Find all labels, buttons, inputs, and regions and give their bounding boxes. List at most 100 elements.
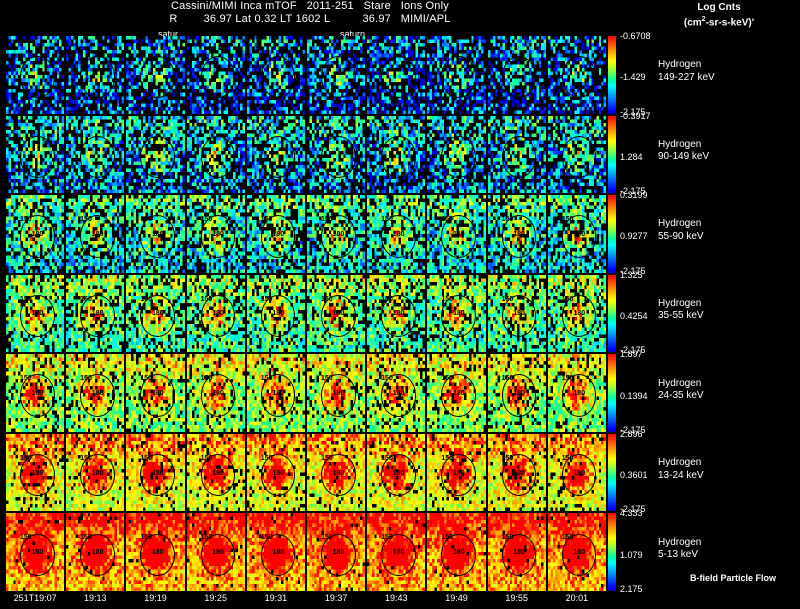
- sky-image-panel[interactable]: 150 180: [186, 433, 245, 512]
- sky-image-panel[interactable]: 150 180: [367, 354, 426, 432]
- sky-image-panel[interactable]: 150 180: [307, 274, 366, 353]
- contour-label-outer: 150: [441, 534, 454, 542]
- sky-image-panel[interactable]: 150 180: [427, 513, 486, 591]
- contour-label-inner: 180: [272, 230, 285, 238]
- contour-label-outer: 150: [381, 534, 393, 542]
- sky-image-panel[interactable]: 150 180: [246, 354, 305, 432]
- contour-label-inner: 180: [272, 310, 285, 318]
- sky-image-panel[interactable]: [367, 36, 426, 114]
- contour-label-outer: 150: [441, 454, 454, 462]
- sky-image-panel[interactable]: 150 180: [547, 274, 606, 353]
- sky-image-panel[interactable]: 150 180: [427, 354, 486, 432]
- sky-image-panel[interactable]: [487, 36, 546, 114]
- pitch-angle-contour: [80, 56, 115, 99]
- sky-image-panel[interactable]: 150 180: [427, 274, 486, 353]
- pitch-angle-contour: [19, 56, 55, 99]
- sky-image-panel[interactable]: [186, 36, 245, 114]
- sky-image-panel[interactable]: 150 180: [66, 274, 125, 353]
- contour-label-inner: 180: [513, 310, 525, 318]
- sky-image-panel[interactable]: [307, 115, 366, 194]
- sky-image-panel[interactable]: 150 180: [66, 433, 125, 512]
- contour-label-outer: 150: [441, 295, 454, 303]
- sky-image-panel[interactable]: 150 180: [6, 433, 65, 512]
- contour-label-outer: 150: [381, 295, 393, 303]
- sky-image-panel[interactable]: 150 180: [367, 513, 426, 591]
- sky-image-panel[interactable]: [427, 115, 486, 194]
- contour-label-outer: 150: [140, 216, 153, 224]
- colorbar-tick-group: -0.6708 -1.429 -2.175 -0.3917 1.284 -2.175 0.3…: [620, 32, 680, 594]
- pitch-angle-contour: [320, 135, 356, 179]
- sky-image-panel[interactable]: 150 180: [307, 354, 366, 432]
- pitch-angle-contour: [441, 533, 476, 576]
- contour-label-inner: 180: [453, 230, 465, 238]
- sky-image-panel[interactable]: 150 180: [427, 195, 486, 273]
- sky-image-panel[interactable]: 150 180: [487, 433, 546, 512]
- pitch-angle-contour: [441, 294, 476, 338]
- sky-image-panel[interactable]: 150 180: [6, 274, 65, 353]
- sky-image-panel[interactable]: [367, 115, 426, 194]
- colorbar-row-3: [608, 195, 616, 273]
- sky-image-panel[interactable]: 150 180: [547, 354, 606, 432]
- sky-image-panel[interactable]: 150 180: [6, 195, 65, 273]
- sky-image-panel[interactable]: [66, 36, 125, 114]
- sky-image-panel[interactable]: [126, 36, 185, 114]
- colorbar-tick-mid: 1.079: [620, 549, 643, 560]
- sky-image-panel[interactable]: 150 180: [307, 195, 366, 273]
- sky-image-panel[interactable]: [547, 115, 606, 194]
- sky-image-panel[interactable]: 150 180: [186, 274, 245, 353]
- sky-image-panel[interactable]: 150 180: [186, 195, 245, 273]
- pitch-angle-contour: [19, 135, 55, 179]
- sky-image-panel[interactable]: [427, 36, 486, 114]
- sky-image-panel[interactable]: [6, 115, 65, 194]
- unit-prefix: (cm: [683, 17, 702, 29]
- sky-image-panel[interactable]: 150 180: [307, 513, 366, 591]
- sky-image-panel[interactable]: 150 180: [367, 433, 426, 512]
- colorbar-tick-max: 2.896: [620, 428, 643, 439]
- sky-image-panel[interactable]: [246, 115, 305, 194]
- sky-image-panel[interactable]: 150 180: [186, 513, 245, 591]
- sky-image-panel[interactable]: [547, 36, 606, 114]
- pitch-angle-contour: [561, 135, 597, 179]
- sky-image-panel[interactable]: 150 180: [427, 433, 486, 512]
- sky-image-panel[interactable]: 150 180: [487, 195, 546, 273]
- sky-image-panel[interactable]: [66, 115, 125, 194]
- sky-image-panel[interactable]: 150 180: [367, 195, 426, 273]
- sky-image-panel[interactable]: 150 180: [126, 433, 185, 512]
- sky-image-panel[interactable]: [6, 36, 65, 114]
- sky-image-panel[interactable]: 150 180: [246, 195, 305, 273]
- sky-image-panel[interactable]: 150 180: [307, 433, 366, 512]
- sky-image-panel[interactable]: 150 180: [126, 274, 185, 353]
- sky-image-panel[interactable]: 150 180: [66, 195, 125, 273]
- contour-label-outer: 150: [19, 295, 32, 303]
- sky-image-panel[interactable]: 150 180: [547, 195, 606, 273]
- sky-image-panel[interactable]: 150 180: [126, 513, 185, 591]
- sky-image-panel[interactable]: 150 180: [367, 274, 426, 353]
- colorbar-tick-max: 4.333: [620, 508, 643, 519]
- sky-image-panel[interactable]: [186, 115, 245, 194]
- sky-image-panel[interactable]: 150 180: [6, 513, 65, 591]
- colorbar-row-7: [608, 513, 616, 591]
- sky-image-panel[interactable]: 150 180: [246, 433, 305, 512]
- sky-image-panel[interactable]: 150 180: [246, 513, 305, 591]
- sky-image-panel[interactable]: 150 180: [487, 354, 546, 432]
- sky-image-panel[interactable]: [307, 36, 366, 114]
- species-energy-range: 35-55 keV: [658, 310, 704, 322]
- sky-image-panel[interactable]: 150 180: [246, 274, 305, 353]
- unit-prime: ': [751, 17, 755, 29]
- sky-image-panel[interactable]: 150 180: [126, 195, 185, 273]
- sky-image-panel[interactable]: 150 180: [547, 433, 606, 512]
- sky-image-panel[interactable]: 150 180: [6, 354, 65, 432]
- sky-image-panel[interactable]: [487, 115, 546, 194]
- sky-image-panel[interactable]: 150 180: [66, 513, 125, 591]
- sky-image-panel[interactable]: 150 180: [487, 513, 546, 591]
- pitch-angle-contour: [200, 215, 236, 258]
- sky-image-panel[interactable]: 150 180: [547, 513, 606, 591]
- sky-image-panel[interactable]: 150 180: [126, 354, 185, 432]
- sky-image-panel[interactable]: 150 180: [487, 274, 546, 353]
- sky-image-panel[interactable]: 150 180: [186, 354, 245, 432]
- sky-image-panel[interactable]: [246, 36, 305, 114]
- species-name: Hydrogen: [658, 218, 702, 230]
- sky-image-panel[interactable]: 150 180: [66, 354, 125, 432]
- sky-image-panel[interactable]: [126, 115, 185, 194]
- colorbar-tick-mid: 0.3601: [620, 470, 648, 481]
